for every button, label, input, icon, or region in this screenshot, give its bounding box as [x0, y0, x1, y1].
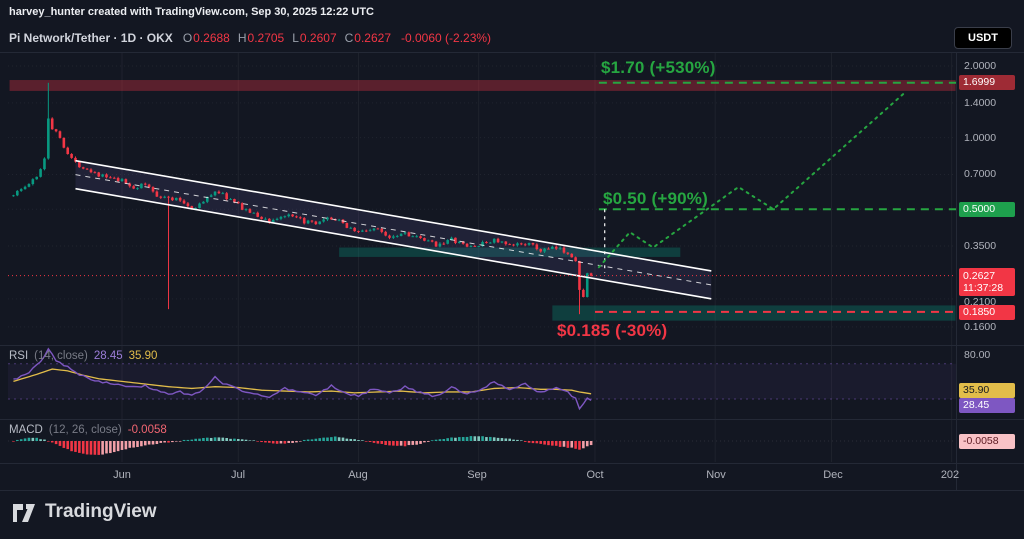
annotation-mid-target[interactable]: $0.50 (+90%)	[603, 189, 708, 208]
currency-toggle-button[interactable]: USDT	[954, 27, 1012, 49]
tradingview-footer[interactable]: TradingView	[10, 499, 157, 525]
panel-separator[interactable]	[0, 345, 1024, 346]
level-label-stop: 0.1850	[959, 305, 1015, 320]
macd-indicator-header[interactable]: MACD (12, 26, close) -0.0058	[9, 424, 167, 436]
ohlc-low-key: L	[292, 31, 299, 45]
rsi-current-value: 28.45	[93, 350, 123, 362]
rsi-params: (14, close)	[34, 350, 88, 362]
ohlc-close-key: C	[344, 31, 354, 45]
panel-separator	[0, 463, 1024, 464]
last-price-label: 0.2627 11:37:28	[959, 268, 1015, 296]
ohlc-close: C 0.2627	[345, 31, 391, 45]
price-axis[interactable]: 2.0000 1.4000 1.0000 0.7000 0.3500 0.210…	[957, 0, 1024, 539]
rsi-indicator-header[interactable]: RSI (14, close) 28.45 35.90	[9, 350, 157, 362]
price-tick: 0.1600	[964, 321, 997, 333]
projection-path[interactable]	[597, 91, 907, 269]
macd-current-value: -0.0058	[127, 424, 167, 436]
time-tick: Sep	[467, 469, 487, 481]
level-label-resistance: 1.6999	[959, 75, 1015, 90]
level-label-target: 0.5000	[959, 202, 1015, 217]
candle-countdown: 11:37:28	[963, 282, 1004, 294]
annotation-lower-target[interactable]: $0.185 (-30%)	[557, 321, 668, 340]
ohlc-low-value: 0.2607	[299, 31, 337, 45]
annotation-upper-target[interactable]: $1.70 (+530%)	[601, 58, 716, 77]
macd-histogram	[12, 436, 593, 455]
ohlc-open-key: O	[182, 31, 193, 45]
last-price-value: 0.2627	[963, 270, 996, 282]
symbol-info-bar: Pi Network/Tether · 1D · OKX O 0.2688 H 0.…	[0, 24, 491, 52]
price-change: -0.0060 (-2.23%)	[401, 31, 492, 45]
ohlc-high-key: H	[237, 31, 247, 45]
ohlc-readout: O 0.2688 H 0.2705 L 0.2607 C 0.2627	[183, 31, 391, 45]
price-tick: 0.3500	[964, 240, 997, 252]
tradingview-logo-icon	[13, 504, 35, 522]
time-tick: Oct	[586, 469, 604, 481]
price-tick: 1.0000	[964, 132, 997, 144]
attribution-bar: harvey_hunter created with TradingView.c…	[9, 6, 374, 18]
symbol-title[interactable]: Pi Network/Tether · 1D · OKX	[9, 31, 173, 45]
rsi-ma-value: 35.90	[128, 350, 158, 362]
rsi-ma-label: 35.90	[959, 383, 1015, 398]
zone-rectangles[interactable]	[9, 80, 956, 321]
candlestick-series	[12, 82, 593, 315]
rsi-value-label: 28.45	[959, 398, 1015, 413]
time-tick: Jun	[113, 469, 131, 481]
ohlc-high-value: 0.2705	[247, 31, 285, 45]
time-tick: Aug	[348, 469, 368, 481]
price-tick: 1.4000	[964, 97, 997, 109]
price-scale-separator	[956, 52, 957, 490]
rsi-axis-tick: 80.00	[964, 349, 991, 361]
panel-separator	[0, 490, 1024, 491]
time-axis[interactable]: Jun Jul Aug Sep Oct Nov Dec 202	[0, 464, 1024, 490]
target-level-lines[interactable]	[594, 81, 956, 313]
tradingview-brand-text: TradingView	[45, 501, 157, 522]
rsi-name: RSI	[9, 350, 29, 362]
price-tick: 0.7000	[964, 168, 997, 180]
ohlc-high: H 0.2705	[238, 31, 284, 45]
ohlc-open-value: 0.2688	[193, 31, 230, 45]
ohlc-low: L 0.2607	[292, 31, 336, 45]
macd-name: MACD	[9, 424, 43, 436]
ohlc-open: O 0.2688	[183, 31, 230, 45]
rsi-plot	[13, 347, 592, 411]
macd-params: (12, 26, close)	[48, 424, 122, 436]
panel-separator	[0, 52, 1024, 53]
time-tick: 202	[940, 469, 960, 481]
time-tick: Nov	[706, 469, 726, 481]
ohlc-close-value: 0.2627	[354, 31, 391, 45]
time-tick: Jul	[230, 469, 246, 481]
macd-value-label: -0.0058	[959, 434, 1015, 449]
panel-separator[interactable]	[0, 419, 1024, 420]
price-tick: 2.0000	[964, 60, 997, 72]
time-tick: Dec	[823, 469, 843, 481]
